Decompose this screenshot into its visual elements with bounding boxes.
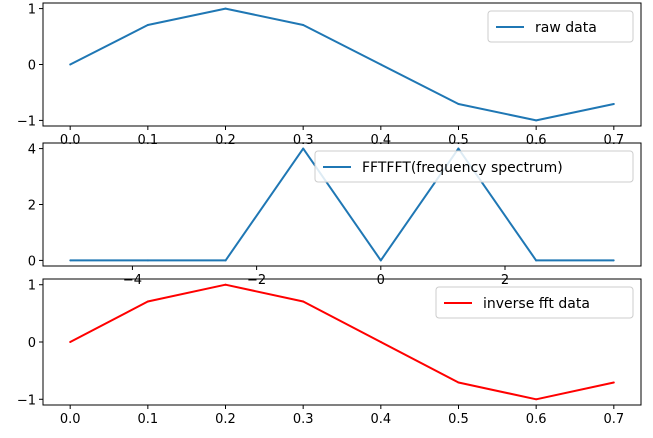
- legend-frame: [435, 286, 634, 319]
- x-tick-label: 0.1: [138, 412, 159, 427]
- subplot-raw-data: 0.0 0.1 0.2 0.3 0.4 0.5 0.6 0.7 −1 0 1 raw data: [17, 2, 642, 148]
- x-tick-label: 0.3: [293, 412, 314, 427]
- series-line-0: [70, 147, 614, 262]
- data-point: [224, 283, 227, 286]
- data-point: [302, 300, 305, 303]
- data-point: [457, 381, 460, 384]
- legend-label: inverse fft data: [483, 296, 590, 312]
- series-line-0: [69, 283, 615, 401]
- data-point: [146, 300, 149, 303]
- axes-frame: [42, 2, 642, 127]
- legend: raw data: [487, 10, 634, 43]
- data-point: [535, 259, 538, 262]
- data-point: [379, 259, 382, 262]
- legend-frame: [314, 150, 634, 183]
- data-point: [535, 119, 538, 122]
- legend-label: raw data: [535, 20, 597, 36]
- data-point: [379, 341, 382, 343]
- x-tick-label: 0.6: [526, 133, 547, 148]
- x-tick-label: 0: [377, 273, 385, 288]
- data-point: [457, 147, 460, 150]
- data-point: [69, 341, 72, 343]
- x-tick-label: −4: [123, 273, 142, 288]
- data-point: [302, 147, 305, 150]
- data-point: [69, 259, 72, 262]
- x-tick-label: 0.1: [138, 133, 159, 148]
- y-tick-label: 4: [28, 143, 36, 158]
- data-point: [302, 23, 305, 26]
- x-tick-label: 0.4: [370, 133, 391, 148]
- legend: FFTFFT(frequency spectrum): [314, 150, 634, 183]
- data-point: [535, 398, 538, 401]
- series-line-0: [69, 7, 615, 122]
- y-tick-label: 1: [28, 279, 36, 294]
- subplot-inverse-fft-data: 0.0 0.1 0.2 0.3 0.4 0.5 0.6 0.7 −1 0 1 inverse fft …: [17, 278, 642, 427]
- x-tick-label: 0.5: [448, 412, 469, 427]
- data-point: [379, 63, 382, 66]
- y-tick-label: 2: [28, 199, 36, 214]
- axes-frame: [42, 278, 642, 406]
- legend: inverse fft data: [435, 286, 634, 319]
- x-tick-label: 0.7: [603, 412, 624, 427]
- x-tick-label: 0.0: [60, 412, 81, 427]
- x-tick-label: −2: [247, 273, 266, 288]
- y-tick-label: −1: [17, 393, 36, 408]
- y-tick-label: 0: [28, 336, 36, 351]
- legend-label: FFTFFT(frequency spectrum): [362, 160, 563, 176]
- x-tick-label: 0.2: [215, 412, 236, 427]
- data-point: [457, 103, 460, 106]
- y-tick-label: 0: [28, 254, 36, 269]
- data-point: [224, 259, 227, 262]
- x-tick-label: 0.0: [60, 133, 81, 148]
- data-point: [224, 7, 227, 10]
- x-tick-label: 2: [501, 273, 509, 288]
- data-point: [612, 381, 615, 384]
- x-tick-label: 0.6: [526, 412, 547, 427]
- y-tick-label: 1: [28, 3, 36, 18]
- y-tick-label: 0: [28, 59, 36, 74]
- x-tick-label: 0.4: [370, 412, 391, 427]
- subplot-frequency-spectrum: −4 −2 0 2 0 2 4 FFTFFT(frequency spectrum): [28, 142, 642, 288]
- y-tick-label: −1: [17, 114, 36, 129]
- data-point: [612, 259, 615, 262]
- data-point: [146, 23, 149, 26]
- data-point: [612, 103, 615, 106]
- data-point: [146, 259, 149, 262]
- data-point: [69, 63, 72, 66]
- axes-frame: [42, 142, 642, 267]
- x-tick-label: 0.2: [215, 133, 236, 148]
- x-tick-label: 0.7: [603, 133, 624, 148]
- legend-frame: [487, 10, 634, 43]
- x-tick-label: 0.5: [448, 133, 469, 148]
- x-tick-label: 0.3: [293, 133, 314, 148]
